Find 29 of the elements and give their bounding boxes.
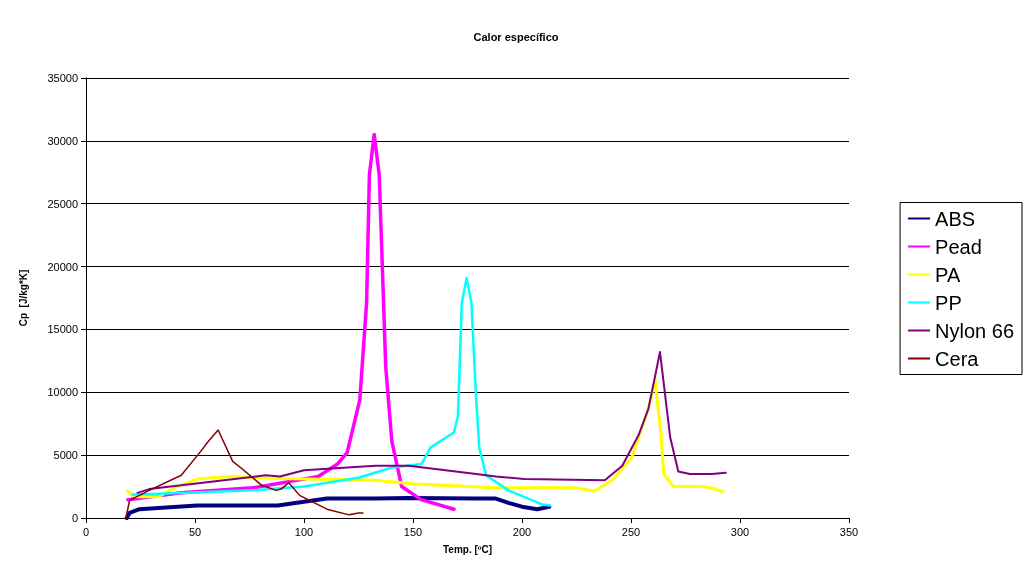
x-tick-label: 50 [188, 525, 202, 538]
x-tick-label: 300 [730, 525, 750, 538]
y-axis-title: Cp [J/kg*K] [17, 269, 29, 327]
x-axis-title: Temp. [ºC] [442, 543, 493, 555]
x-tick-label: 250 [621, 525, 641, 538]
legend-label: ABS [935, 207, 976, 230]
legend-label: PP [935, 291, 962, 314]
line-series [131, 276, 552, 507]
legend-label: Nylon 66 [935, 319, 1014, 342]
legend-label: Cera [935, 347, 980, 370]
x-tick-label: 0 [82, 525, 90, 538]
y-tick-label: 15000 [47, 323, 78, 336]
y-tick-label: 20000 [47, 260, 78, 273]
y-tick-label: 30000 [47, 134, 78, 147]
x-tick-label: 350 [839, 525, 859, 538]
line-series [125, 429, 364, 519]
legend-label: Pead [935, 235, 982, 258]
y-tick-label: 5000 [53, 449, 78, 462]
x-tick-label: 150 [403, 525, 423, 538]
y-tick-label: 35000 [47, 72, 78, 84]
legend-label: PA [935, 263, 961, 286]
y-tick-label: 10000 [47, 386, 78, 399]
y-tick-label: 25000 [47, 197, 78, 210]
chart-title: Calor específico [473, 30, 559, 43]
y-tick-label: 0 [71, 512, 78, 524]
x-tick-label: 200 [512, 525, 532, 538]
x-tick-label: 100 [294, 525, 314, 538]
line-series [124, 495, 552, 520]
line-series [136, 351, 727, 494]
